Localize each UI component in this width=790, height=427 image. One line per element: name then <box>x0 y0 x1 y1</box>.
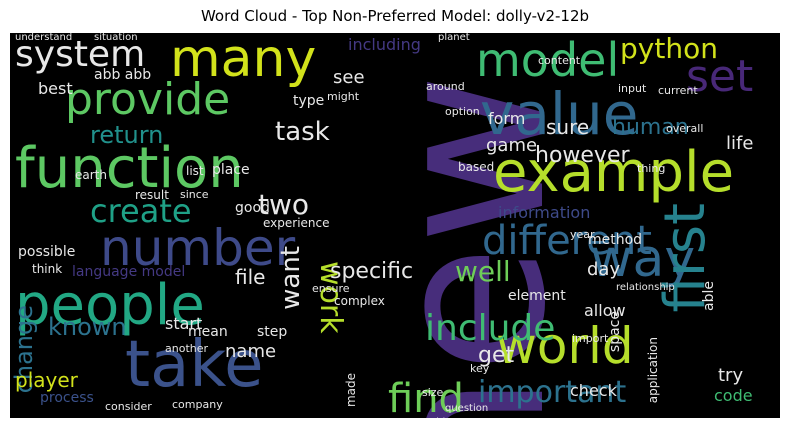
cloud-word: number <box>100 219 296 277</box>
cloud-word: result <box>135 188 169 202</box>
cloud-word: task <box>275 117 330 147</box>
cloud-word: question <box>445 403 489 414</box>
cloud-word: year <box>570 228 595 241</box>
cloud-word: well <box>455 255 511 288</box>
cloud-word: element <box>508 288 566 304</box>
cloud-word: might <box>327 90 360 103</box>
cloud-word: world <box>496 317 634 375</box>
cloud-word: check <box>570 381 617 400</box>
cloud-word: get <box>478 343 515 368</box>
cloud-word: day <box>587 259 621 280</box>
cloud-word: file <box>235 265 266 289</box>
cloud-word: provide <box>65 74 231 125</box>
cloud-word: input <box>618 82 647 95</box>
cloud-word: experience <box>263 216 330 230</box>
cloud-word: name <box>225 341 277 362</box>
cloud-word: different <box>482 218 652 264</box>
cloud-word: including <box>348 35 421 54</box>
cloud-word: situation <box>94 33 138 43</box>
cloud-word: player <box>15 368 78 392</box>
cloud-word: see <box>333 67 365 88</box>
cloud-word: game <box>486 135 538 156</box>
cloud-word: able <box>701 281 717 311</box>
cloud-word: create <box>90 192 192 230</box>
cloud-word: company <box>172 398 223 411</box>
cloud-word: code <box>714 386 753 405</box>
cloud-word: specific <box>330 259 414 284</box>
cloud-word: return <box>90 121 164 149</box>
cloud-word: complex <box>334 294 385 308</box>
cloud-word: mean <box>188 324 228 340</box>
cloud-word: work <box>313 261 348 334</box>
cloud-word: content <box>538 54 581 67</box>
cloud-word: many <box>170 33 317 89</box>
cloud-word: thing <box>637 162 666 175</box>
cloud-word: information <box>498 203 591 222</box>
cloud-word: form <box>488 109 526 128</box>
cloud-word: application <box>646 337 660 404</box>
cloud-word: based <box>458 160 495 174</box>
cloud-word: overall <box>666 122 704 135</box>
cloud-word: another <box>165 342 209 355</box>
cloud-word: option <box>445 105 480 118</box>
cloud-word: planet <box>438 33 470 43</box>
cloud-word: best <box>38 79 73 98</box>
cloud-word: start <box>165 314 203 333</box>
cloud-word: place <box>212 162 250 178</box>
cloud-word: python <box>620 33 718 65</box>
cloud-word: understand <box>15 33 73 43</box>
cloud-word: people <box>15 273 205 338</box>
cloud-word: allow <box>584 301 626 320</box>
cloud-word: ensure <box>312 282 350 295</box>
cloud-word: function <box>15 136 244 201</box>
cloud-word: think <box>32 262 63 276</box>
cloud-word: good <box>235 200 270 216</box>
cloud-word: important <box>478 375 627 410</box>
cloud-word: try <box>718 365 744 386</box>
cloud-word: life <box>726 133 754 154</box>
cloud-word: system <box>15 34 146 75</box>
cloud-word: possible <box>18 244 76 260</box>
cloud-word: take <box>125 328 264 402</box>
word-cloud: new function example number people take value p… <box>10 33 780 418</box>
cloud-word: space <box>607 311 623 353</box>
cloud-word: include <box>425 308 556 349</box>
cloud-word: type <box>293 93 325 109</box>
cloud-word: value <box>480 80 639 148</box>
cloud-word: made <box>344 373 358 408</box>
cloud-word: around <box>426 80 465 93</box>
cloud-word: two <box>258 188 310 221</box>
cloud-word: import <box>572 332 609 345</box>
cloud-word: size <box>422 386 444 399</box>
cloud-word: find <box>388 376 464 418</box>
cloud-word: method <box>588 232 643 248</box>
cloud-word: want <box>276 246 306 310</box>
page-title: Word Cloud - Top Non-Preferred Model: do… <box>200 7 590 25</box>
cloud-word: since <box>180 188 209 201</box>
cloud-word: current <box>658 84 698 97</box>
cloud-word: model <box>476 33 620 87</box>
cloud-word: however <box>535 143 630 168</box>
cloud-word: abb abb <box>94 67 152 83</box>
cloud-word: way <box>590 229 696 289</box>
cloud-word: consider <box>105 400 152 413</box>
cloud-word: set <box>686 51 754 102</box>
cloud-word: sure <box>546 115 590 139</box>
cloud-word: human <box>612 115 689 140</box>
cloud-word: example <box>493 140 735 205</box>
cloud-word: language model <box>72 264 186 280</box>
cloud-word: relationship <box>616 282 675 293</box>
cloud-word: earth <box>75 168 107 182</box>
cloud-word: step <box>257 324 288 340</box>
cloud-word: key <box>470 362 490 375</box>
cloud-word: process <box>40 390 94 406</box>
cloud-word: known <box>48 313 127 341</box>
cloud-word: list <box>186 164 204 178</box>
